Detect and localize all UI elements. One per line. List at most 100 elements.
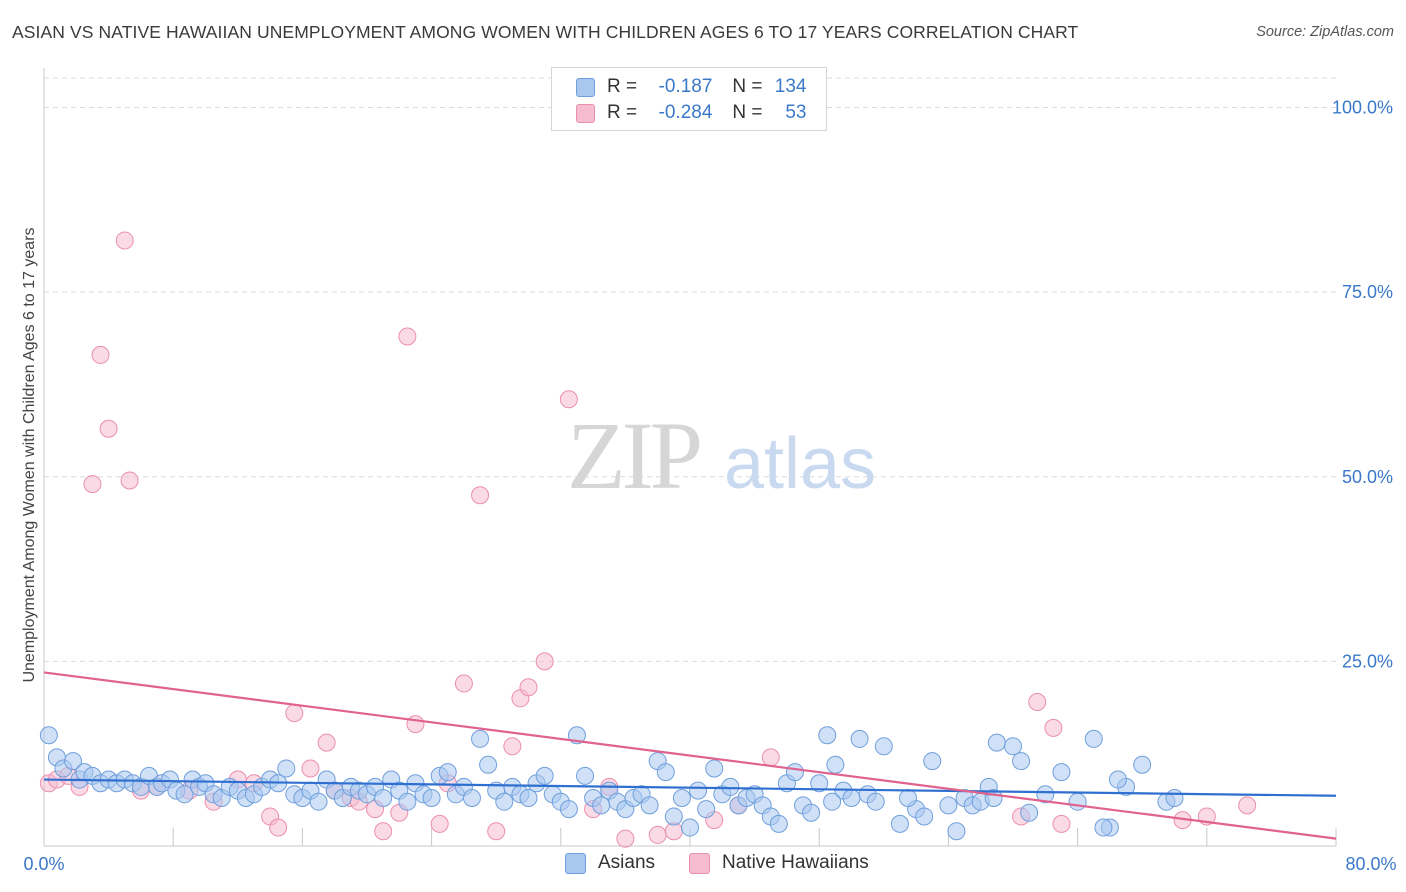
asian-point bbox=[1052, 763, 1071, 782]
asian-point bbox=[422, 789, 441, 807]
asian-point bbox=[672, 789, 691, 807]
asian-point bbox=[64, 752, 83, 771]
asian-point bbox=[899, 789, 918, 807]
asian-point bbox=[535, 766, 554, 785]
hawaiian-point bbox=[535, 652, 554, 671]
asian-point bbox=[721, 777, 740, 796]
hawaiian-point bbox=[99, 419, 118, 438]
native-hawaiians-r-value: -0.284 bbox=[658, 102, 713, 123]
asian-point bbox=[689, 781, 708, 800]
asian-point bbox=[640, 796, 659, 815]
asian-point bbox=[842, 789, 861, 807]
asian-point bbox=[664, 807, 683, 826]
asian-point bbox=[850, 729, 869, 748]
asian-point bbox=[987, 733, 1006, 752]
asians-r-label: R = bbox=[607, 76, 638, 97]
hawaiian-point bbox=[559, 390, 578, 409]
asian-point bbox=[1012, 752, 1031, 771]
legend-item-native-hawaiians[interactable]: Native Hawaiians bbox=[689, 852, 869, 874]
asian-point bbox=[802, 803, 821, 822]
native-hawaiians-n-value: 53 bbox=[785, 102, 807, 123]
native-hawaiians-legend-label: Native Hawaiians bbox=[722, 852, 869, 873]
asian-point bbox=[866, 792, 885, 811]
watermark: ZIP atlas bbox=[567, 402, 876, 509]
asian-point bbox=[915, 807, 934, 826]
asian-point bbox=[1094, 818, 1113, 837]
native-hawaiian-points bbox=[39, 231, 1257, 848]
asian-point bbox=[495, 792, 514, 811]
watermark-zip: ZIP bbox=[567, 402, 700, 509]
hawaiian-point bbox=[616, 829, 635, 848]
asian-point bbox=[923, 752, 942, 771]
legend-row-asians: R = -0.187 N = 134 bbox=[576, 75, 807, 99]
legend-row-native-hawaiians: R = -0.284 N = 53 bbox=[576, 101, 807, 125]
asian-point bbox=[438, 763, 457, 782]
hawaiian-point bbox=[648, 825, 667, 844]
chart-source: Source: ZipAtlas.com bbox=[1256, 24, 1394, 40]
asians-r-value: -0.187 bbox=[658, 76, 713, 97]
correlation-legend: R = -0.187 N = 134 R = -0.284 N = 53 bbox=[551, 67, 827, 131]
hawaiian-point bbox=[120, 471, 139, 490]
asian-point bbox=[810, 774, 829, 793]
asian-point bbox=[874, 737, 893, 756]
hawaiian-point bbox=[398, 327, 417, 346]
asian-point bbox=[519, 789, 538, 807]
hawaiian-point bbox=[1028, 693, 1047, 711]
x-tick-label-start: 0.0% bbox=[23, 854, 64, 874]
asian-point bbox=[462, 789, 481, 807]
native-hawaiians-r-label: R = bbox=[607, 102, 638, 123]
asian-point bbox=[398, 792, 417, 811]
hawaiian-point bbox=[430, 814, 449, 833]
asian-point bbox=[471, 729, 490, 748]
asian-point bbox=[769, 814, 788, 833]
asian-point bbox=[697, 800, 716, 819]
asian-point bbox=[39, 726, 58, 745]
hawaiian-point bbox=[1238, 796, 1257, 815]
y-tick-label-1: 50.0% bbox=[1342, 467, 1393, 487]
hawaiian-point bbox=[471, 486, 490, 505]
asians-legend-swatch bbox=[565, 852, 586, 874]
asian-point bbox=[681, 818, 699, 837]
hawaiian-point bbox=[374, 822, 393, 841]
asians-n-value: 134 bbox=[774, 76, 807, 97]
asian-point bbox=[1133, 755, 1152, 774]
asian-point bbox=[1068, 792, 1087, 811]
asian-point bbox=[823, 792, 842, 811]
hawaiian-point bbox=[1052, 814, 1071, 833]
hawaiian-point bbox=[115, 231, 134, 250]
asian-point bbox=[374, 789, 393, 807]
trend-lines bbox=[43, 671, 1337, 840]
asian-point bbox=[559, 800, 578, 819]
asian-point bbox=[890, 814, 909, 833]
asian-point bbox=[656, 763, 675, 782]
asian-point bbox=[1036, 785, 1055, 804]
hawaiian-point bbox=[83, 475, 102, 494]
series-legend: Asians Native Hawaiians bbox=[0, 852, 1406, 878]
hawaiian-point bbox=[503, 737, 522, 756]
asian-point bbox=[1004, 737, 1022, 756]
asian-point bbox=[1165, 789, 1184, 807]
hawaiian-point bbox=[1044, 718, 1063, 737]
asian-point bbox=[1108, 770, 1127, 789]
asian-point bbox=[175, 785, 194, 804]
hawaiian-point bbox=[285, 704, 304, 723]
tick-labels: 25.0% 50.0% 75.0% 100.0% 0.0% 80.0% bbox=[23, 98, 1396, 874]
y-axis-label: Unemployment Among Women with Children A… bbox=[21, 227, 38, 683]
chart-title: ASIAN VS NATIVE HAWAIIAN UNEMPLOYMENT AM… bbox=[12, 22, 1079, 42]
hawaiian-point bbox=[761, 748, 780, 767]
hawaiian-point bbox=[301, 759, 320, 778]
hawaiian-point bbox=[269, 818, 288, 837]
hawaiian-point bbox=[519, 678, 538, 697]
legend-item-asians[interactable]: Asians bbox=[565, 852, 655, 874]
asians-n-label: N = bbox=[732, 76, 763, 97]
asians-swatch bbox=[576, 77, 595, 97]
asian-point bbox=[479, 755, 498, 774]
hawaiian-point bbox=[487, 822, 506, 841]
asian-point bbox=[277, 759, 296, 778]
native-hawaiians-legend-swatch bbox=[689, 852, 710, 874]
asian-point bbox=[818, 726, 837, 745]
hawaiian-point bbox=[91, 345, 110, 364]
asian-point bbox=[939, 796, 958, 815]
grid-lines bbox=[44, 77, 1336, 662]
asians-legend-label: Asians bbox=[598, 852, 656, 873]
